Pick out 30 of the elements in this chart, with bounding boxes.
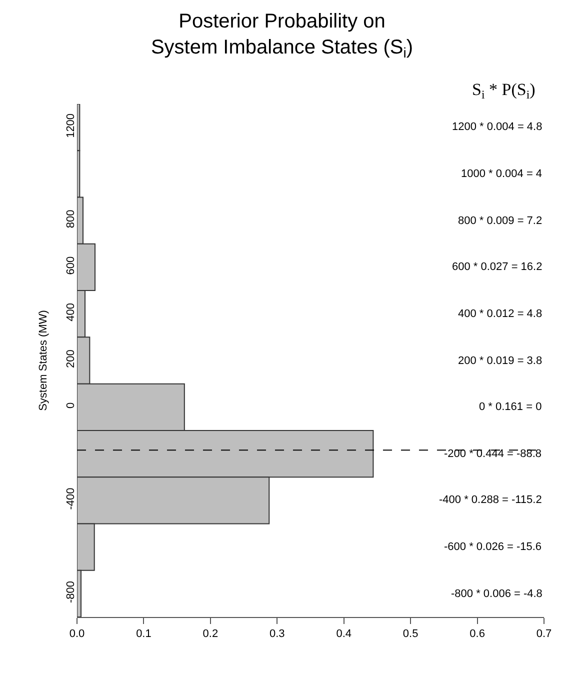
annotation: 1000 * 0.004 = 4 bbox=[461, 168, 542, 180]
annotation: 400 * 0.012 = 4.8 bbox=[458, 308, 542, 320]
y-axis-title: System States (MW) bbox=[37, 310, 50, 411]
x-tick-label: 0.4 bbox=[336, 628, 352, 640]
annotation: -400 * 0.288 = -115.2 bbox=[439, 494, 542, 506]
y-tick-label: -400 bbox=[64, 488, 77, 510]
x-tick-label: 0.0 bbox=[69, 628, 85, 640]
x-tick-label: 0.5 bbox=[402, 628, 418, 640]
y-tick-label: 1200 bbox=[64, 113, 77, 138]
annotation: -600 * 0.026 = -15.6 bbox=[444, 541, 542, 553]
annotation: -200 * 0.444 = -88.8 bbox=[444, 448, 542, 460]
y-tick-label: 400 bbox=[64, 303, 77, 322]
x-tick-label: 0.2 bbox=[202, 628, 218, 640]
y-tick-label: 0 bbox=[64, 402, 77, 409]
annotation: 200 * 0.019 = 3.8 bbox=[458, 355, 542, 367]
x-tick-label: 0.1 bbox=[136, 628, 152, 640]
y-tick-label: 600 bbox=[64, 256, 77, 275]
x-tick-label: 0.3 bbox=[269, 628, 285, 640]
x-tick-label: 0.6 bbox=[470, 628, 485, 640]
y-tick-label: 200 bbox=[64, 350, 77, 368]
annotation: 600 * 0.027 = 16.2 bbox=[452, 261, 542, 273]
text: S$_{i}$ * P(S$_{i}$) bbox=[472, 80, 536, 102]
chart-title: Posterior Probability on System Imbalance States (S$_{i}$) bbox=[150, 10, 414, 61]
annotation: 1200 * 0.004 = 4.8 bbox=[452, 121, 542, 133]
annotation: -800 * 0.006 = -4.8 bbox=[451, 588, 542, 600]
y-tick-label: -800 bbox=[64, 581, 77, 604]
x-tick-label: 0.7 bbox=[536, 628, 552, 640]
annotation: 0 * 0.161 = 0 bbox=[479, 401, 542, 413]
y-tick-label: 800 bbox=[64, 210, 77, 228]
annotation: 800 * 0.009 = 7.2 bbox=[458, 215, 542, 227]
